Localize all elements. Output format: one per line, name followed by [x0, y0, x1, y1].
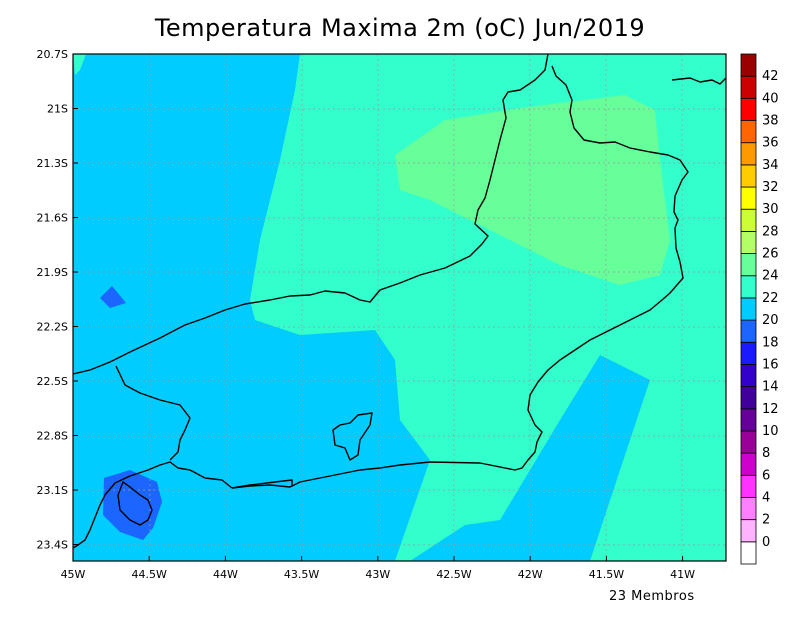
colorbar-swatch	[740, 319, 757, 343]
coastline-bays	[73, 461, 233, 549]
longitude-labels: 45W 44.5W 44W 43.5W 43W 42.5W 42W 41.5W 41W	[61, 568, 696, 581]
colorbar-label: 38	[762, 114, 779, 129]
colorbar-swatch	[740, 164, 757, 188]
coastline-borders	[73, 54, 726, 549]
band-20-22-patch	[103, 470, 162, 540]
colorbar-swatch	[740, 297, 757, 321]
colorbar-swatch	[740, 53, 757, 77]
colorbar-label: 10	[762, 424, 779, 439]
colorbar-label: 16	[762, 357, 779, 372]
latitude-label: 21.6S	[37, 212, 68, 225]
longitude-label: 44W	[213, 568, 238, 581]
latitude-label: 22.8S	[37, 430, 68, 443]
colorbar-swatch	[740, 452, 757, 476]
latitude-labels: 20.7S 21S 21.3S 21.6S 21.9S 22.2S 22.5S 22.8S 23…	[37, 48, 68, 552]
colorbar-label: 14	[762, 380, 779, 395]
colorbar-label: 32	[762, 180, 779, 195]
interior-border-sp	[115, 365, 191, 461]
colorbar-label: 12	[762, 402, 779, 417]
plot-frame	[72, 53, 727, 562]
colorbar-label: 6	[762, 468, 770, 483]
colorbar-swatch	[740, 275, 757, 299]
colorbar-label: 0	[762, 535, 770, 550]
colorbar-label: 2	[762, 513, 770, 528]
colorbar-swatch	[740, 230, 757, 254]
band-20-22-patch	[100, 286, 126, 308]
colorbar-swatch	[740, 497, 757, 521]
latitude-label: 20.7S	[37, 48, 68, 61]
temperature-field	[73, 54, 726, 561]
latitude-label: 21S	[47, 103, 68, 116]
longitude-label: 42.5W	[436, 568, 471, 581]
latitude-label: 22.2S	[37, 321, 68, 334]
longitude-label: 45W	[61, 568, 86, 581]
colorbar-swatch	[740, 97, 757, 121]
colorbar-swatch	[740, 474, 757, 498]
coastline-rio	[332, 412, 373, 461]
colorbar-swatch	[740, 408, 757, 432]
colorbar-label: 36	[762, 136, 779, 151]
grid-lines	[73, 54, 726, 561]
ilha-grande	[117, 481, 153, 526]
latitude-label: 23.4S	[37, 539, 68, 552]
longitude-label: 42W	[518, 568, 543, 581]
coast-east	[671, 77, 726, 85]
longitude-label: 43.5W	[284, 568, 319, 581]
state-border-rj-mg	[73, 54, 549, 375]
colorbar-label: 26	[762, 247, 779, 262]
longitude-label: 43W	[365, 568, 390, 581]
colorbar-label: 40	[762, 91, 779, 106]
axis-ticks	[72, 53, 684, 561]
latitude-label: 23.1S	[37, 484, 68, 497]
longitude-label: 41W	[670, 568, 695, 581]
colorbar-swatch	[740, 253, 757, 277]
colorbar-swatch	[740, 75, 757, 99]
colorbar-swatch	[740, 341, 757, 365]
latitude-label: 21.9S	[37, 266, 68, 279]
members-note: 23 Membros	[609, 589, 695, 604]
marambaia	[231, 479, 293, 489]
state-border-rj-es	[231, 65, 689, 489]
colorbar-label: 42	[762, 69, 779, 84]
colorbar-label: 24	[762, 269, 779, 284]
colorbar-label: 30	[762, 202, 779, 217]
colorbar-label: 20	[762, 313, 779, 328]
colorbar-swatch	[740, 120, 757, 144]
latitude-label: 21.3S	[37, 157, 68, 170]
colorbar-swatch	[740, 208, 757, 232]
colorbar-label: 28	[762, 224, 779, 239]
colorbar-label: 4	[762, 490, 770, 505]
colorbar-label: 18	[762, 335, 779, 350]
colorbar-swatch	[740, 519, 757, 543]
band-24-26-corner	[73, 54, 86, 75]
colorbar-swatch	[740, 142, 757, 166]
colorbar-label: 22	[762, 291, 779, 306]
colorbar-swatch	[740, 430, 757, 454]
latitude-label: 22.5S	[37, 375, 68, 388]
longitude-label: 41.5W	[589, 568, 624, 581]
colorbar-swatch	[740, 541, 757, 565]
chart-title: Temperatura Maxima 2m (oC) Jun/2019	[154, 14, 646, 42]
colorbar-label: 34	[762, 158, 779, 173]
colorbar-swatch	[740, 386, 757, 410]
longitude-label: 44.5W	[132, 568, 167, 581]
colorbar-label: 8	[762, 446, 770, 461]
colorbar-swatch	[740, 186, 757, 210]
colorbar-swatch	[740, 364, 757, 388]
